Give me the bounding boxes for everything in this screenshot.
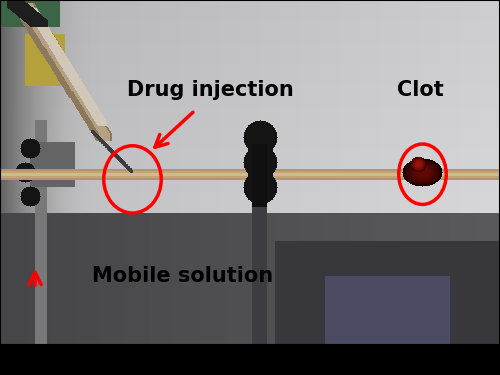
Text: Mobile solution: Mobile solution bbox=[92, 266, 274, 286]
Text: Clot: Clot bbox=[396, 80, 444, 100]
Text: Drug injection: Drug injection bbox=[126, 80, 294, 100]
